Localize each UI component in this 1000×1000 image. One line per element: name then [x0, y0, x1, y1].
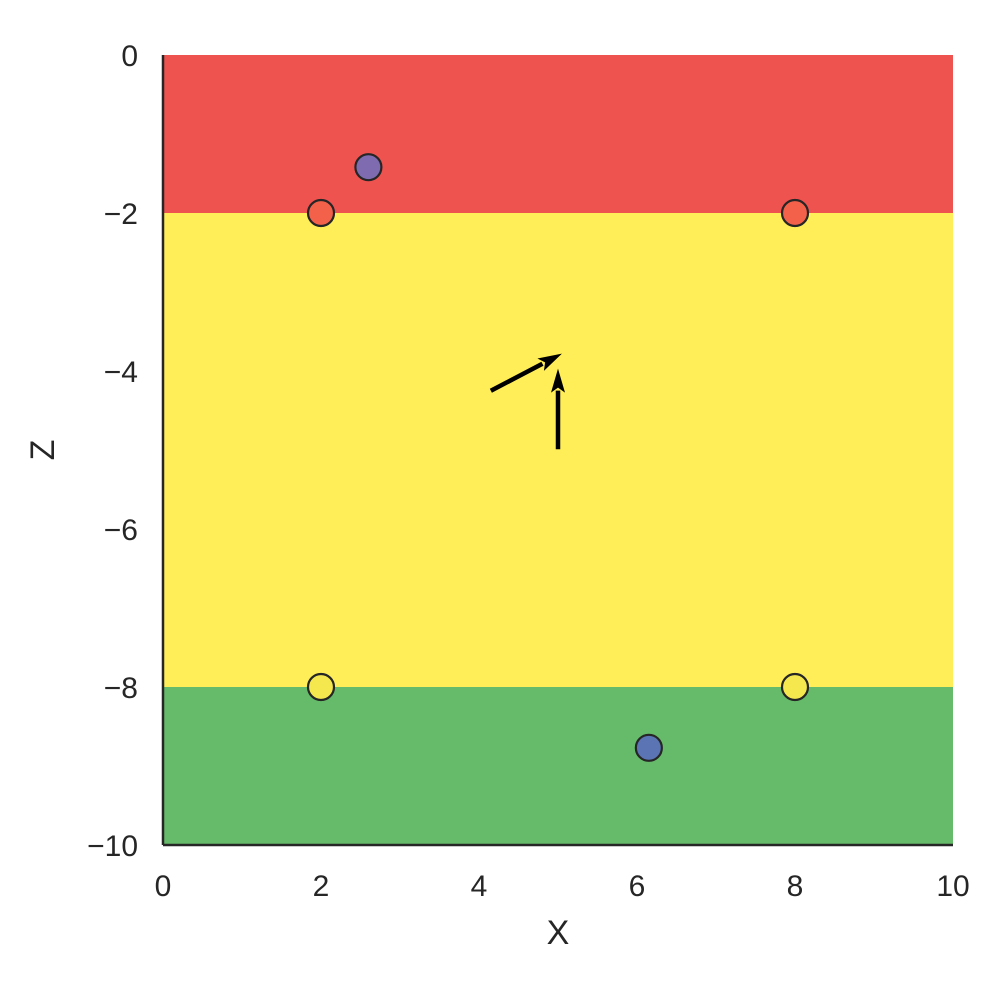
direction-arrow-up	[551, 368, 565, 450]
x-tick-label: 10	[936, 870, 969, 903]
red-zone	[163, 55, 953, 213]
bands-layer	[163, 55, 953, 845]
y-tick-label: −2	[104, 198, 138, 231]
blue-point	[634, 733, 663, 762]
y-tick-label: −6	[104, 514, 138, 547]
x-tick-label: 4	[471, 870, 488, 903]
ticks-layer: 0 2 4 6 8 10 0 −2 −4 −6 −8 −10	[87, 40, 970, 903]
arrow-head	[537, 353, 562, 371]
yellow-zone	[163, 213, 953, 687]
axes-layer	[161, 55, 953, 847]
x-tick-label: 6	[629, 870, 646, 903]
corner-point	[780, 672, 810, 702]
arrow-shaft	[489, 361, 544, 393]
purple-point	[354, 153, 383, 182]
arrows-layer	[489, 353, 565, 450]
points-layer	[306, 153, 810, 762]
y-tick-label: −10	[87, 830, 138, 863]
x-axis-title: X	[547, 914, 570, 952]
x-tick-label: 0	[155, 870, 172, 903]
y-tick-label: 0	[121, 40, 138, 73]
x-tick-label: 8	[787, 870, 804, 903]
direction-arrow-diagonal	[489, 353, 562, 393]
corner-point	[780, 198, 810, 228]
corner-point	[306, 198, 336, 228]
y-tick-label: −8	[104, 672, 138, 705]
x-tick-label: 2	[313, 870, 330, 903]
y-tick-label: −4	[104, 356, 138, 389]
corner-point	[306, 672, 336, 702]
arrow-head	[551, 368, 565, 393]
y-axis-title: Z	[24, 440, 62, 461]
green-zone	[163, 687, 953, 845]
